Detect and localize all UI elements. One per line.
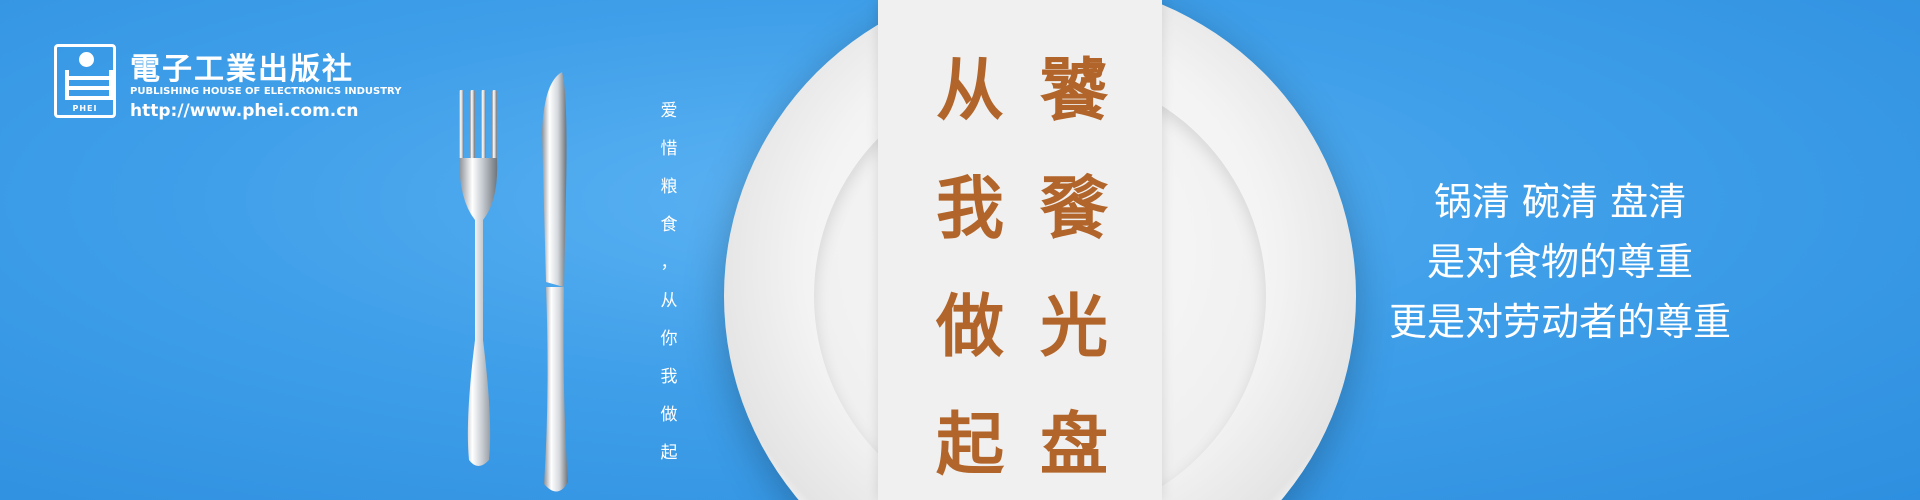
vertical-char: 你 <box>660 329 678 349</box>
slogan-char: 从 <box>936 51 1005 131</box>
publisher-name-en: PUBLISHING HOUSE OF ELECTRONICS INDUSTRY <box>130 86 402 97</box>
slogan-column-right: 饕 餮 光 盘 <box>1040 32 1108 500</box>
message-line-3: 更是对劳动者的尊重 <box>1388 300 1731 344</box>
logo-mark-text: PHEI <box>72 104 98 113</box>
knife-icon <box>542 72 568 492</box>
fork-icon <box>459 90 498 466</box>
slogan-char: 饕 <box>1040 51 1109 131</box>
phei-logo-icon: PHEI <box>54 44 116 118</box>
slogan-char: 餮 <box>1040 169 1109 249</box>
vertical-char: 食 <box>660 215 678 235</box>
slogan-char: 光 <box>1040 287 1109 367</box>
slogan-card: 从 我 做 起 饕 餮 光 盘 <box>878 0 1162 500</box>
vertical-char: 我 <box>660 367 678 387</box>
message-line-1: 锅清 碗清 盘清 <box>1433 180 1687 224</box>
vertical-char: 起 <box>660 443 678 463</box>
slogan-char: 盘 <box>1040 405 1109 485</box>
vertical-char: 从 <box>660 291 678 311</box>
publisher-logo[interactable]: PHEI 電子工業出版社 PUBLISHING HOUSE OF ELECTRO… <box>54 44 401 124</box>
vertical-char: 粮 <box>660 177 678 197</box>
vertical-slogan: 爱 惜 粮 食 ， 从 你 我 做 起 <box>658 92 680 472</box>
publisher-url[interactable]: http://www.phei.com.cn <box>130 101 359 121</box>
slogan-char: 做 <box>936 287 1005 367</box>
slogan-column-left: 从 我 做 起 <box>936 32 1004 500</box>
vertical-char: 惜 <box>660 139 678 159</box>
vertical-char: 做 <box>660 405 678 425</box>
vertical-char: ， <box>660 253 678 273</box>
respect-message: 锅清 碗清 盘清 是对食物的尊重 更是对劳动者的尊重 <box>1340 172 1780 352</box>
publisher-name-cn: 電子工業出版社 <box>130 52 354 87</box>
slogan-char: 我 <box>936 169 1005 249</box>
message-line-2: 是对食物的尊重 <box>1426 240 1693 284</box>
vertical-char: 爱 <box>660 101 678 121</box>
slogan-char: 起 <box>936 405 1005 485</box>
